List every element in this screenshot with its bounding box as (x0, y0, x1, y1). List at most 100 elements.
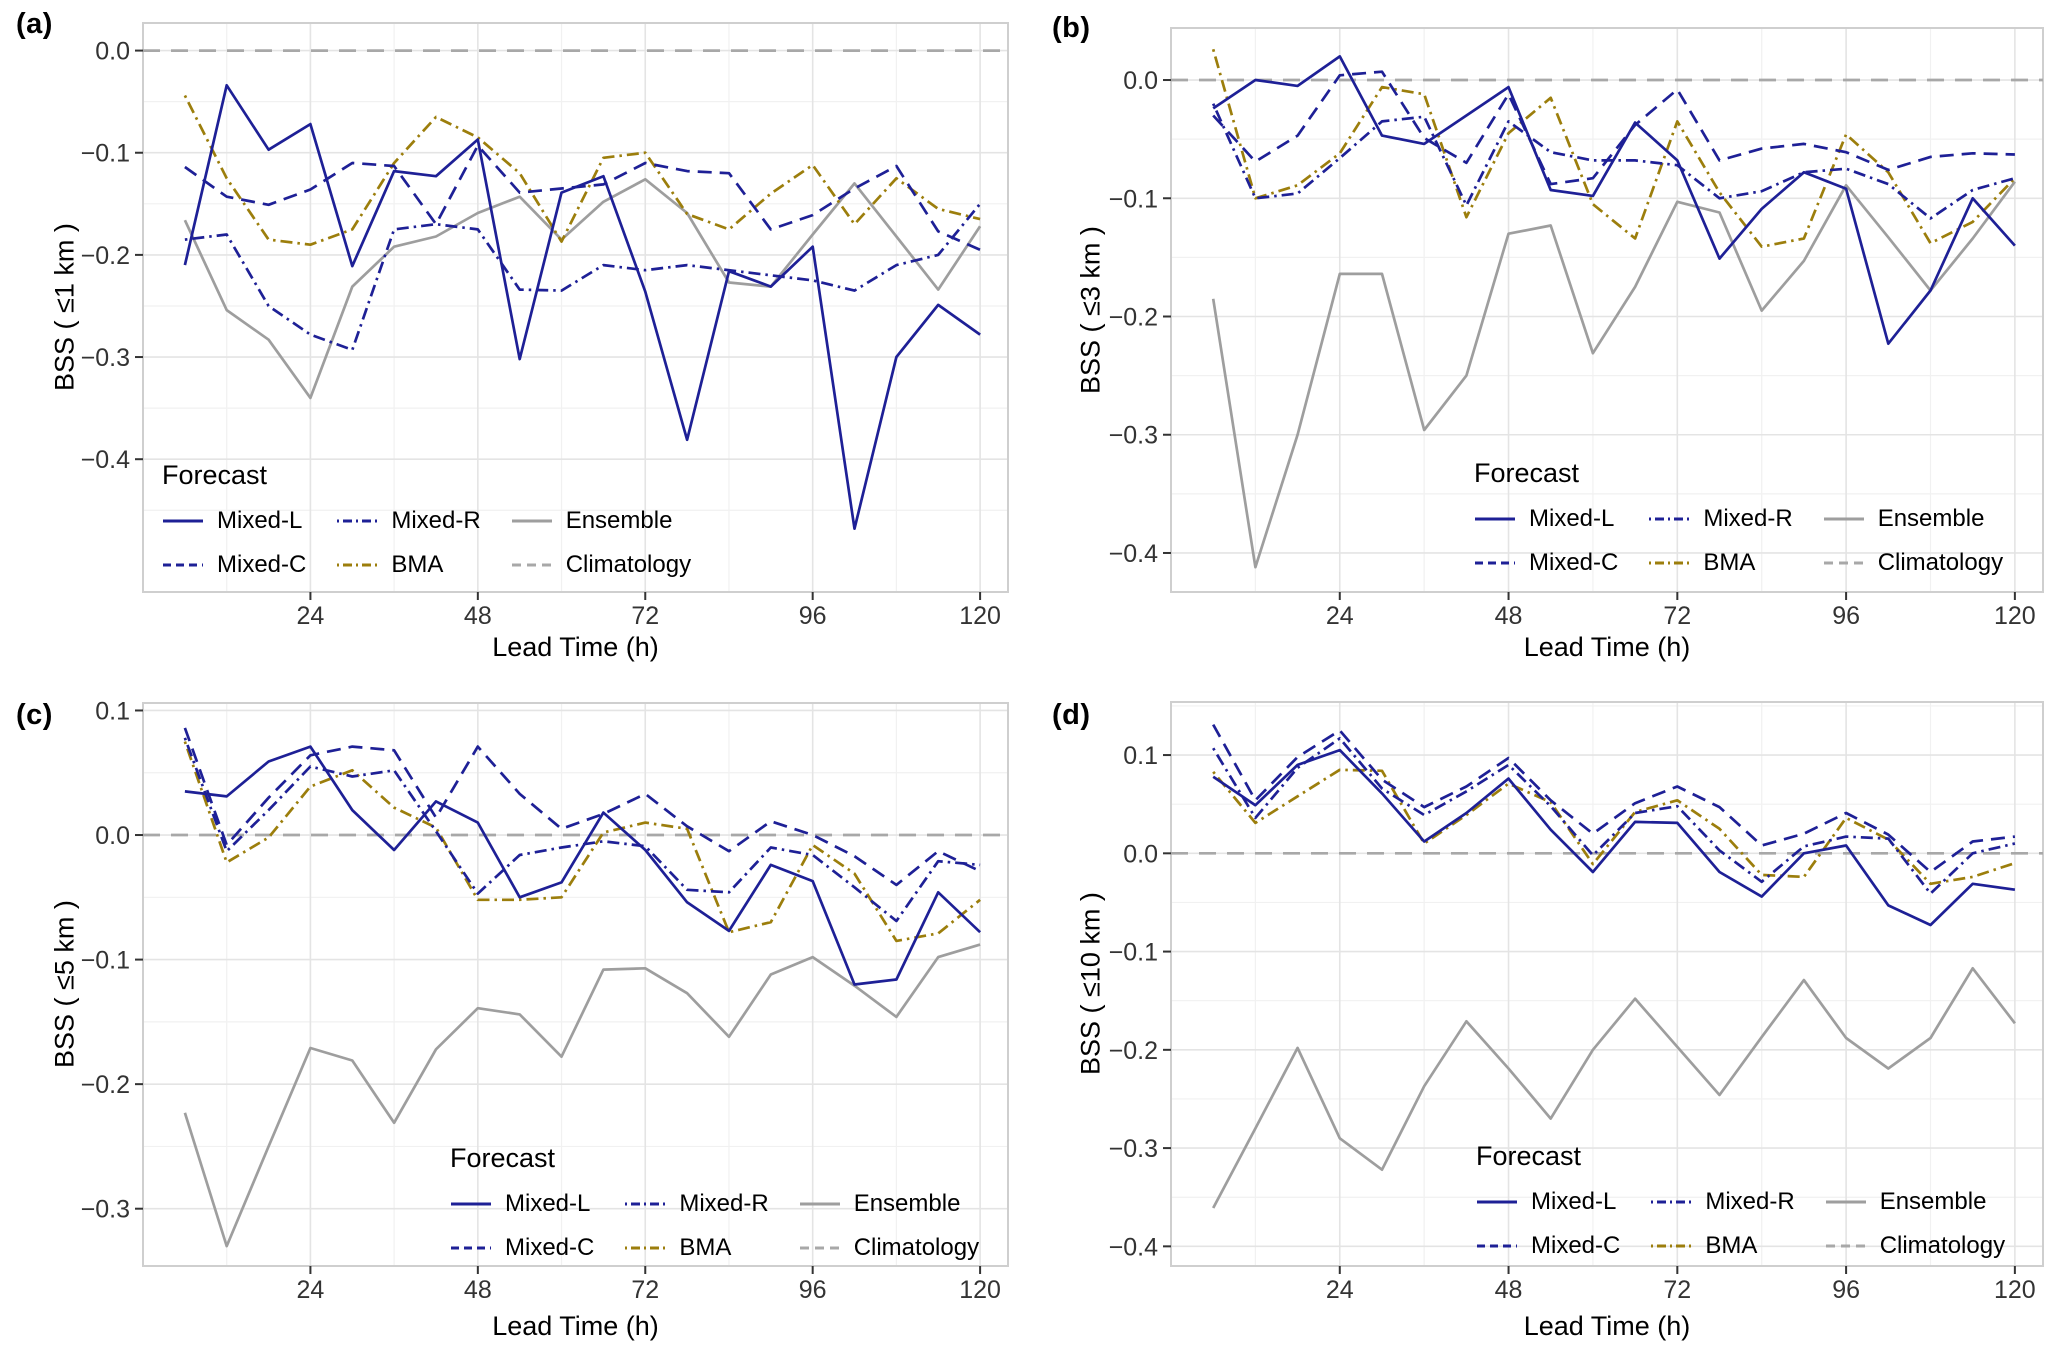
legend-key-climatology-line (1823, 561, 1864, 565)
series-line-mixed-c (1212, 70, 2015, 186)
x-tick-label: 96 (799, 1276, 827, 1304)
legend-label-mixed-l: Mixed-L (1529, 505, 1615, 532)
x-tick-label: 24 (297, 602, 325, 630)
legend-grid: Mixed-L Mixed-C Mixed-R BMA Ensemble Climatol… (1476, 1188, 2005, 1260)
y-tick-label: 0.0 (1123, 67, 1158, 95)
series-line-mixed-r (1211, 103, 2016, 220)
legend-title: Forecast (1476, 1141, 1582, 1171)
legend-key-climatology-line (1825, 1244, 1866, 1248)
panel-border (1170, 701, 2044, 1267)
x-axis-title-b: Lead Time (h) (1523, 632, 1691, 662)
y-tick-label: −0.4 (1109, 1233, 1158, 1261)
legend-label-mixed-l: Mixed-L (505, 1190, 591, 1217)
legend-key-ensemble-line (511, 519, 552, 523)
x-tick-label: 72 (1663, 602, 1691, 630)
legend-label-bma: BMA (1705, 1232, 1758, 1259)
series-line-bma (183, 741, 981, 943)
x-tick-label: 72 (631, 602, 659, 630)
legend-key-climatology-line (511, 563, 552, 567)
x-tick-label: 48 (464, 602, 492, 630)
series-line-mixed-r (183, 737, 981, 923)
legend-key-mixed-r-line (625, 1202, 666, 1206)
y-tick-label: −0.1 (81, 140, 130, 168)
legend-key-bma-line (1651, 1244, 1692, 1248)
legend-key-ensemble-line (1825, 1200, 1866, 1204)
series-line-ensemble (1212, 966, 2016, 1209)
series-line-ensemble (183, 177, 982, 400)
legend-key-mixed-r-line (337, 519, 378, 523)
panel-label-a: (a) (16, 8, 53, 40)
x-tick-label: 24 (1326, 1276, 1354, 1304)
legend-entry-ensemble: Ensemble (1823, 505, 2003, 533)
series-line-mixed-c (1212, 723, 2016, 874)
x-tick-label: 48 (1495, 1276, 1523, 1304)
panel-border (142, 22, 1009, 593)
legend-key-bma-line (337, 563, 378, 567)
legend-key-mixed-c-line (451, 1246, 491, 1250)
series-line-bma (1212, 768, 2016, 886)
legend-key-ensemble-line (1823, 517, 1864, 521)
legend-entry-ensemble: Ensemble (799, 1190, 979, 1218)
legend-entry-mixed-c: Mixed-C (450, 1234, 594, 1262)
legend-key-mixed-c-line (163, 563, 203, 567)
x-axis-title-c: Lead Time (h) (492, 1311, 659, 1341)
legend-key-ensemble-line (799, 1202, 840, 1206)
legend-entry-climatology: Climatology (1825, 1232, 2005, 1260)
forecast-legend-a: Forecast Mixed-L Mixed-C Mixed-R BMA Ensembl… (162, 460, 691, 579)
y-tick-label: −0.3 (81, 344, 130, 372)
series-line-mixed-c (183, 727, 981, 887)
panel-c: (c) BSS ( ≤5 km ) 24 48 72 96 120 0.1 0.0 −0.1−… (0, 679, 1033, 1357)
series-line-ensemble (183, 943, 981, 1248)
y-tick-label: −0.1 (81, 947, 130, 975)
legend-label-climatology: Climatology (1879, 1232, 2006, 1259)
legend-title: Forecast (450, 1143, 556, 1173)
legend-label-mixed-r: Mixed-R (1703, 505, 1793, 532)
y-tick-label: −0.4 (81, 446, 130, 474)
y-tick-label: 0.0 (95, 822, 130, 850)
legend-key-mixed-c-line (1477, 1244, 1517, 1248)
x-tick-label: 96 (1832, 1276, 1860, 1304)
legend-label-mixed-c: Mixed-C (505, 1234, 595, 1261)
legend-label-ensemble: Ensemble (1879, 1188, 1987, 1215)
legend-entry-climatology: Climatology (511, 551, 691, 579)
y-tick-label: −0.2 (81, 1071, 130, 1099)
y-tick-label: 0.0 (1123, 840, 1158, 868)
legend-entry-bma: BMA (336, 551, 480, 579)
legend-key-mixed-l-line (1475, 517, 1515, 521)
y-tick-label: −0.2 (1109, 304, 1158, 332)
y-tick-label: −0.3 (1109, 1135, 1158, 1163)
x-tick-label: 48 (1495, 602, 1523, 630)
legend-entry-climatology: Climatology (1823, 549, 2003, 577)
legend-label-bma: BMA (679, 1234, 732, 1261)
legend-label-mixed-c: Mixed-C (1531, 1232, 1621, 1259)
x-tick-label: 96 (1832, 602, 1860, 630)
legend-entry-ensemble: Ensemble (511, 507, 691, 535)
x-axis-title-a: Lead Time (h) (492, 632, 659, 662)
legend-label-mixed-l: Mixed-L (217, 507, 303, 534)
line-chart-b: 24 48 72 96 120 0.0 −0.1 −0.2 −0.3 −0.4 (1109, 27, 2044, 630)
panel-border (1170, 27, 2044, 593)
panel-border (142, 702, 1009, 1267)
line-chart-a: 24 48 72 96 120 0.0 −0.1 −0.2 −0.3 −0.4 (81, 22, 1009, 630)
legend-entry-bma: BMA (624, 1234, 768, 1262)
forecast-legend-c: Forecast Mixed-L Mixed-C Mixed-R BMA Ensembl… (450, 1143, 979, 1262)
x-tick-label: 24 (297, 1276, 325, 1304)
series-line-mixed-l (1212, 748, 2016, 927)
legend-label-ensemble: Ensemble (1877, 505, 1985, 532)
y-tick-label: −0.2 (81, 242, 130, 270)
y-tick-label: −0.3 (1109, 422, 1158, 450)
series-line-ensemble (1211, 180, 2016, 569)
x-tick-label: 120 (1994, 602, 2036, 630)
legend-grid: Mixed-L Mixed-C Mixed-R BMA Ensemble Climatol… (450, 1190, 979, 1262)
legend-key-mixed-l-line (163, 519, 203, 523)
legend-key-bma-line (1649, 561, 1690, 565)
y-tick-label: −0.3 (81, 1196, 130, 1224)
series-line-bma (183, 94, 981, 247)
y-tick-label: 0.1 (95, 697, 130, 725)
legend-entry-mixed-r: Mixed-R (1648, 505, 1793, 533)
legend-entry-mixed-c: Mixed-C (1476, 1232, 1620, 1260)
legend-title: Forecast (162, 460, 268, 490)
legend-grid: Mixed-L Mixed-C Mixed-R BMA Ensemble Climatol… (1474, 505, 2003, 577)
legend-entry-mixed-r: Mixed-R (624, 1190, 769, 1218)
series-line-mixed-r (184, 202, 982, 352)
